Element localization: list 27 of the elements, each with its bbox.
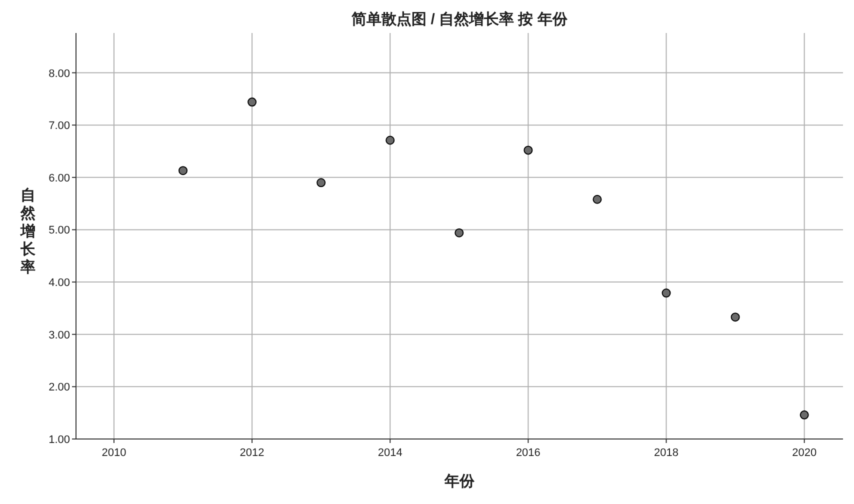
y-tick-label: 2.00 <box>48 382 70 394</box>
y-tick-label: 1.00 <box>48 434 70 446</box>
x-tick-label: 2012 <box>240 447 264 459</box>
y-tick-label: 5.00 <box>48 224 70 237</box>
x-tick-label: 2014 <box>378 447 402 459</box>
y-tick-label: 4.00 <box>48 277 70 290</box>
x-tick-label: 2016 <box>516 447 540 459</box>
x-tick-label: 2020 <box>792 447 817 459</box>
chart-title: 简单散点图 / 自然增长率 按 年份 <box>350 10 568 28</box>
point <box>592 194 602 204</box>
point <box>316 178 326 188</box>
x-axis-title: 年份 <box>444 473 476 490</box>
point <box>662 288 671 298</box>
point <box>524 146 533 155</box>
y-axis-title: 自然增长率 <box>20 187 36 276</box>
point <box>730 312 740 322</box>
y-tick-label: 3.00 <box>48 329 70 342</box>
y-tick-label: 6.00 <box>48 172 70 184</box>
x-tick-label: 2010 <box>102 447 126 459</box>
point <box>178 166 188 176</box>
point <box>454 228 464 238</box>
point <box>386 136 395 145</box>
y-tick-label: 8.00 <box>48 68 70 80</box>
point <box>800 410 809 420</box>
point <box>248 98 257 107</box>
y-tick-label: 7.00 <box>48 120 70 132</box>
x-tick-label: 2018 <box>654 447 679 459</box>
